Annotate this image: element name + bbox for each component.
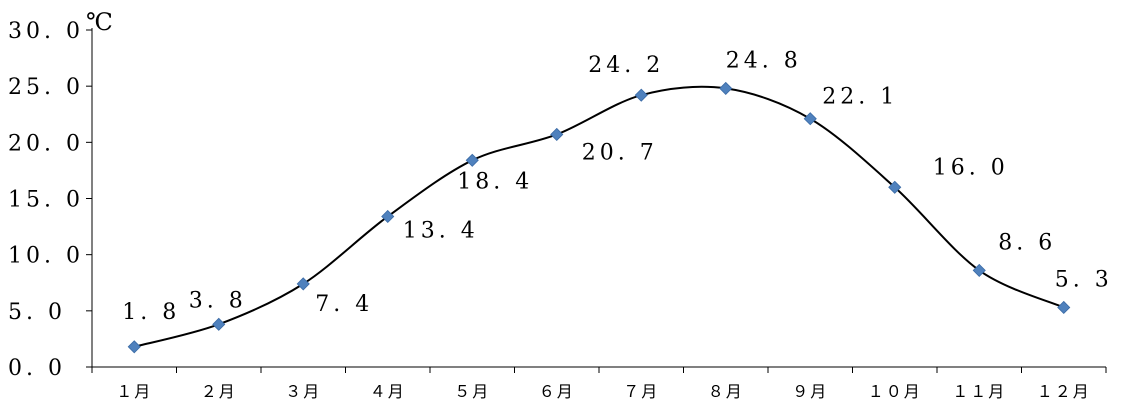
data-value-label: 18. 4	[457, 169, 533, 194]
x-tick-label: ７月	[623, 382, 659, 401]
data-point-marker	[972, 263, 986, 277]
data-point-marker	[719, 81, 733, 95]
y-tick-label: 15. 0	[8, 188, 84, 213]
x-tick-label: ９月	[792, 382, 828, 401]
data-point-marker	[634, 88, 648, 102]
data-value-label: 8. 6	[998, 230, 1056, 255]
y-tick-label: 5. 0	[8, 300, 66, 325]
y-tick-label: 0. 0	[8, 356, 66, 381]
y-axis-unit-label: ℃	[86, 8, 113, 36]
data-value-label: 24. 8	[726, 48, 802, 73]
x-tick-label: ５月	[454, 382, 490, 401]
y-tick-label: 30. 0	[8, 19, 84, 44]
y-axis: 0. 0 5. 0 10. 0 15. 0 20. 0 25. 0 30. 0	[8, 19, 93, 381]
x-tick-label: １０月	[868, 382, 922, 401]
data-point-marker	[127, 340, 141, 354]
x-tick-label: １月	[116, 382, 152, 401]
data-value-label: 13. 4	[403, 218, 479, 243]
data-point-marker	[465, 153, 479, 167]
data-point-marker	[888, 180, 902, 194]
data-point-marker	[381, 209, 395, 224]
data-value-label: 5. 3	[1055, 267, 1113, 292]
y-tick-label: 10. 0	[8, 244, 84, 269]
x-tick-label: １１月	[952, 382, 1006, 401]
x-tick-label: １２月	[1037, 382, 1091, 401]
series-temperature	[127, 81, 1071, 354]
series-line	[133, 85, 1065, 348]
data-value-label: 3. 8	[189, 288, 247, 313]
data-point-marker	[550, 127, 564, 142]
data-point-marker	[296, 277, 310, 291]
data-point-marker	[1057, 300, 1071, 315]
y-tick-label: 20. 0	[8, 131, 84, 156]
data-value-label: 1. 8	[122, 300, 180, 325]
data-point-marker	[212, 317, 226, 331]
x-tick-label: ２月	[201, 382, 237, 401]
x-tick-label: ４月	[370, 382, 406, 401]
x-tick-label: ６月	[539, 382, 575, 401]
data-value-label: 20. 7	[582, 140, 658, 165]
data-labels: 1. 8 3. 8 7. 4 13. 4 18. 4 20. 7 24. 2 24. 8 22.…	[122, 48, 1113, 325]
data-value-label: 7. 4	[315, 292, 373, 317]
x-axis: １月 ２月 ３月 ４月 ５月 ６月 ７月 ８月 ９月 １０月 １１月 １２月	[91, 366, 1107, 401]
data-value-label: 16. 0	[933, 155, 1009, 180]
x-tick-label: ３月	[285, 382, 321, 401]
x-tick-label: ８月	[708, 382, 744, 401]
data-value-label: 24. 2	[588, 53, 664, 78]
data-value-label: 22. 1	[822, 85, 898, 110]
y-tick-label: 25. 0	[8, 75, 84, 100]
data-point-marker	[803, 112, 817, 126]
